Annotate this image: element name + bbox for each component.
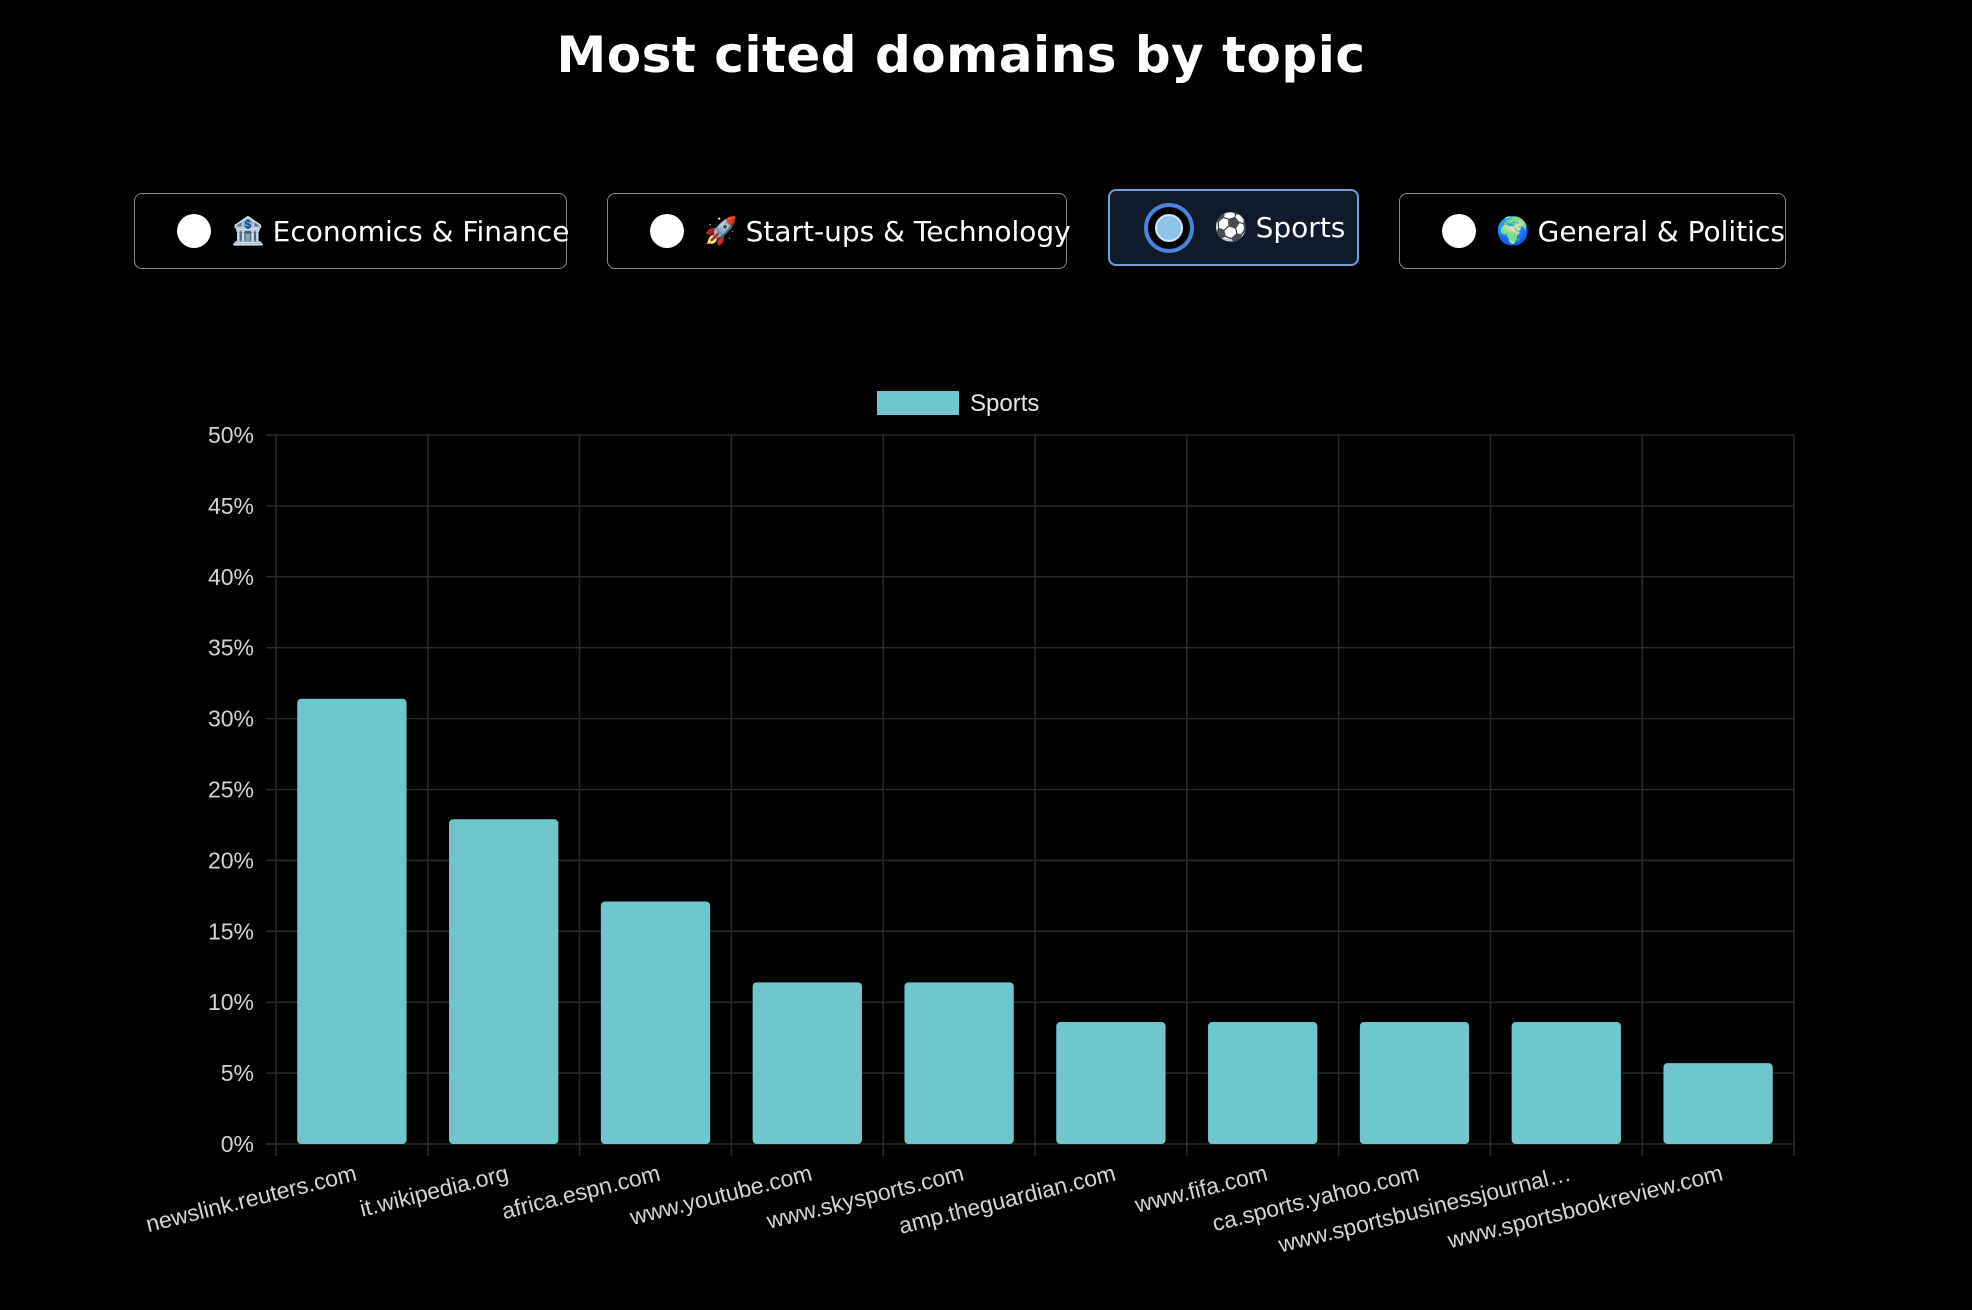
legend-label: Sports: [970, 390, 1039, 417]
radio-button[interactable]: [177, 214, 211, 248]
bar[interactable]: [1359, 1022, 1470, 1144]
bar[interactable]: [752, 982, 862, 1144]
bar[interactable]: [1663, 1063, 1773, 1144]
y-tick-label: 35%: [208, 635, 254, 661]
legend-swatch: [877, 391, 959, 415]
soccer-ball-icon: ⚽: [1214, 212, 1248, 243]
chart-legend: Sports: [877, 390, 1039, 417]
bar[interactable]: [1511, 1022, 1621, 1144]
chart-bars: [297, 698, 1773, 1144]
radio-button-selected[interactable]: [1144, 202, 1194, 253]
x-tick-label: newslink.reuters.com: [143, 1160, 359, 1237]
bar[interactable]: [297, 698, 407, 1144]
bar[interactable]: [904, 982, 1014, 1144]
y-axis: 0% 5% 10% 15% 20% 25% 30% 35% 40% 45% 50%: [208, 422, 254, 1157]
y-tick-label: 0%: [221, 1131, 254, 1157]
y-tick-label: 5%: [221, 1060, 254, 1086]
x-axis: newslink.reuters.comit.wikipedia.orgafri…: [143, 1160, 1725, 1258]
y-tick-label: 25%: [208, 777, 254, 803]
y-tick-label: 40%: [208, 564, 254, 590]
topic-label: Sports: [1255, 211, 1346, 244]
page-title: Most cited domains by topic: [556, 26, 1366, 84]
x-tick-label: it.wikipedia.org: [357, 1160, 511, 1222]
topic-option-startups-technology[interactable]: 🚀 Start-ups & Technology: [607, 193, 1071, 269]
y-tick-label: 20%: [208, 847, 254, 873]
topic-label: General & Politics: [1537, 214, 1785, 248]
bar[interactable]: [1208, 1022, 1318, 1144]
y-tick-label: 45%: [208, 493, 254, 519]
y-tick-label: 15%: [208, 918, 254, 944]
bar[interactable]: [600, 901, 711, 1144]
topic-option-sports[interactable]: ⚽ Sports: [1108, 189, 1359, 266]
y-tick-label: 10%: [208, 989, 254, 1015]
rocket-icon: 🚀: [704, 215, 738, 247]
topic-option-general-politics[interactable]: 🌍 General & Politics: [1399, 193, 1786, 269]
y-tick-label: 50%: [208, 422, 254, 448]
topic-option-economics-finance[interactable]: 🏦 Economics & Finance: [134, 193, 570, 269]
bar[interactable]: [449, 819, 559, 1144]
radio-button[interactable]: [1442, 214, 1476, 248]
radio-button[interactable]: [650, 214, 684, 248]
bank-icon: 🏦: [231, 215, 265, 247]
y-tick-label: 30%: [208, 706, 254, 732]
topic-label: Economics & Finance: [272, 214, 570, 248]
bar[interactable]: [1056, 1022, 1166, 1144]
topic-label: Start-ups & Technology: [745, 214, 1071, 248]
globe-icon: 🌍: [1496, 215, 1530, 247]
